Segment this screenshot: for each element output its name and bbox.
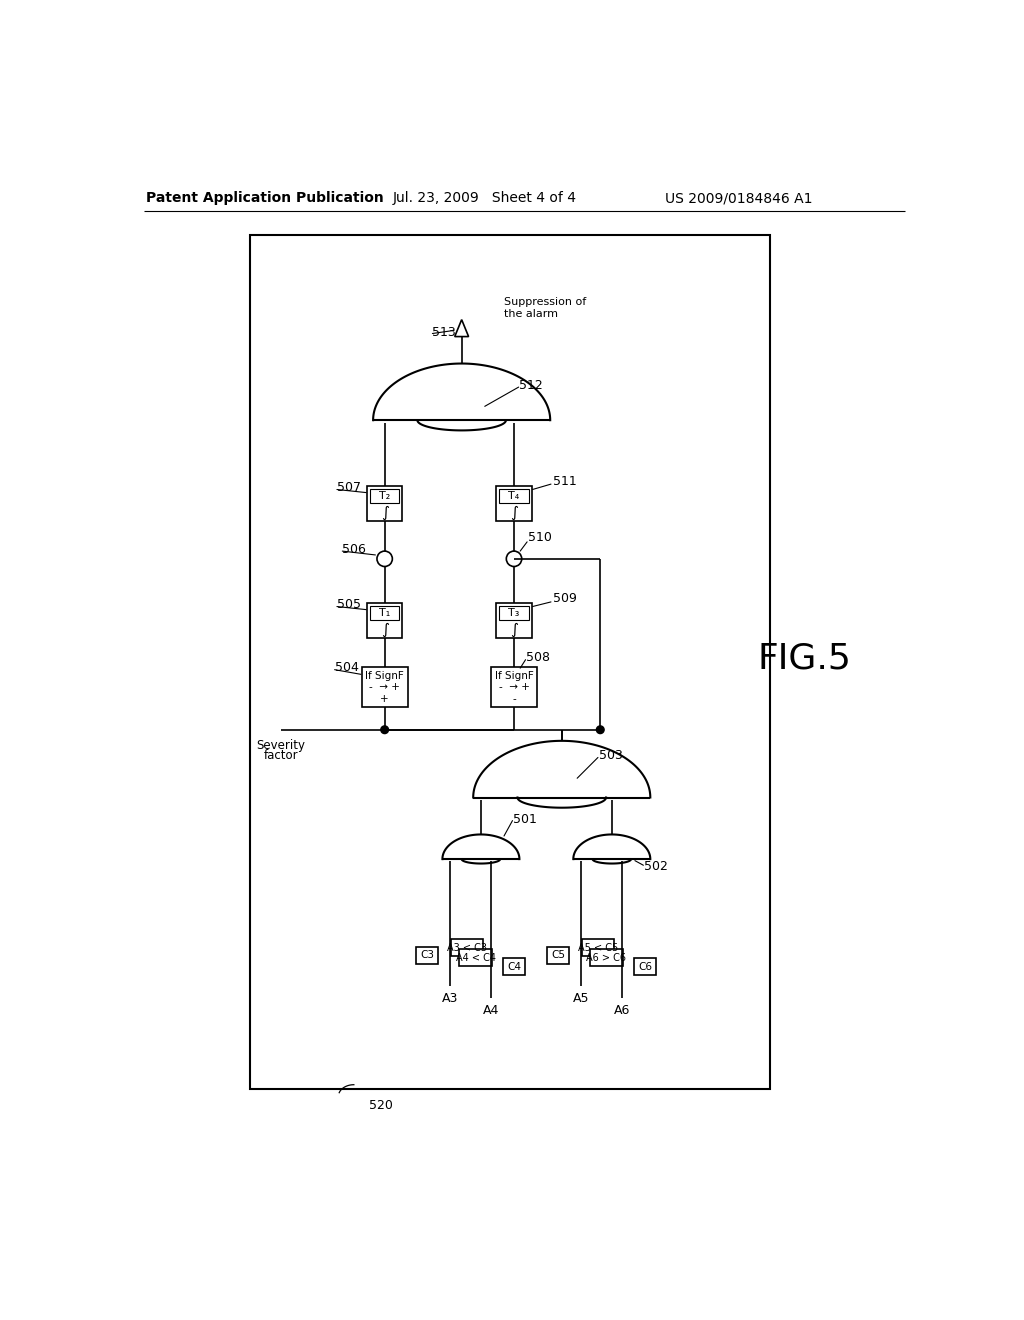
Circle shape <box>377 552 392 566</box>
Text: T₁: T₁ <box>379 609 390 618</box>
Bar <box>490 667 538 706</box>
Text: C4: C4 <box>507 962 521 972</box>
Text: A3: A3 <box>442 991 459 1005</box>
Bar <box>370 606 399 620</box>
Text: If SignF: If SignF <box>366 671 404 681</box>
Text: 501: 501 <box>513 813 538 825</box>
Polygon shape <box>455 319 469 337</box>
Bar <box>361 667 408 706</box>
Text: -: - <box>512 694 516 704</box>
Bar <box>547 946 568 964</box>
Text: 504: 504 <box>335 661 358 675</box>
Bar <box>497 603 531 638</box>
Text: T₃: T₃ <box>508 609 520 618</box>
Text: 507: 507 <box>337 482 360 495</box>
Bar <box>500 606 528 620</box>
Text: 510: 510 <box>528 531 552 544</box>
Text: T₂: T₂ <box>379 491 390 502</box>
Bar <box>367 486 402 521</box>
Text: A6 > C6: A6 > C6 <box>587 953 627 962</box>
Circle shape <box>381 726 388 734</box>
Bar <box>250 235 770 1089</box>
Text: C3: C3 <box>420 950 434 961</box>
Text: 508: 508 <box>525 651 550 664</box>
Text: 509: 509 <box>553 593 577 606</box>
Text: 505: 505 <box>337 598 360 611</box>
Bar <box>497 486 531 521</box>
Text: Patent Application Publication: Patent Application Publication <box>146 191 384 206</box>
Bar <box>582 940 614 956</box>
Text: A6: A6 <box>613 1003 630 1016</box>
Bar <box>590 949 623 966</box>
Text: C5: C5 <box>551 950 565 961</box>
Bar <box>451 940 483 956</box>
Text: Suppression of
the alarm: Suppression of the alarm <box>504 297 587 319</box>
Text: -  → +: - → + <box>370 682 400 693</box>
Text: 506: 506 <box>342 543 367 556</box>
Bar <box>416 946 438 964</box>
Text: 502: 502 <box>644 861 668 874</box>
Text: ∫: ∫ <box>381 504 389 520</box>
Text: ∫: ∫ <box>510 622 518 636</box>
Text: 513: 513 <box>432 326 456 339</box>
Text: T₄: T₄ <box>508 491 519 502</box>
Bar <box>460 949 492 966</box>
Bar <box>370 488 399 503</box>
Text: 512: 512 <box>519 379 543 392</box>
Text: ∫: ∫ <box>381 622 389 636</box>
Text: A3 < C3: A3 < C3 <box>447 942 487 953</box>
Bar <box>634 958 655 975</box>
Text: Jul. 23, 2009   Sheet 4 of 4: Jul. 23, 2009 Sheet 4 of 4 <box>393 191 577 206</box>
Text: A5: A5 <box>572 991 589 1005</box>
Text: ∫: ∫ <box>510 504 518 520</box>
Text: 520: 520 <box>370 1100 393 1111</box>
Text: A5 < C5: A5 < C5 <box>578 942 618 953</box>
Text: Severity: Severity <box>256 739 305 751</box>
Text: US 2009/0184846 A1: US 2009/0184846 A1 <box>666 191 813 206</box>
Circle shape <box>596 726 604 734</box>
Text: FIG.5: FIG.5 <box>758 642 851 676</box>
Bar <box>503 958 524 975</box>
Text: -  → +: - → + <box>499 682 529 693</box>
Bar <box>500 488 528 503</box>
Text: 503: 503 <box>599 748 623 762</box>
Text: C6: C6 <box>638 962 652 972</box>
Text: A4 < C4: A4 < C4 <box>456 953 496 962</box>
Bar <box>367 603 402 638</box>
Text: A4: A4 <box>482 1003 499 1016</box>
Circle shape <box>506 552 521 566</box>
Text: If SignF: If SignF <box>495 671 534 681</box>
Text: +: + <box>380 694 389 704</box>
Text: 511: 511 <box>553 475 577 488</box>
Text: factor: factor <box>263 750 298 763</box>
